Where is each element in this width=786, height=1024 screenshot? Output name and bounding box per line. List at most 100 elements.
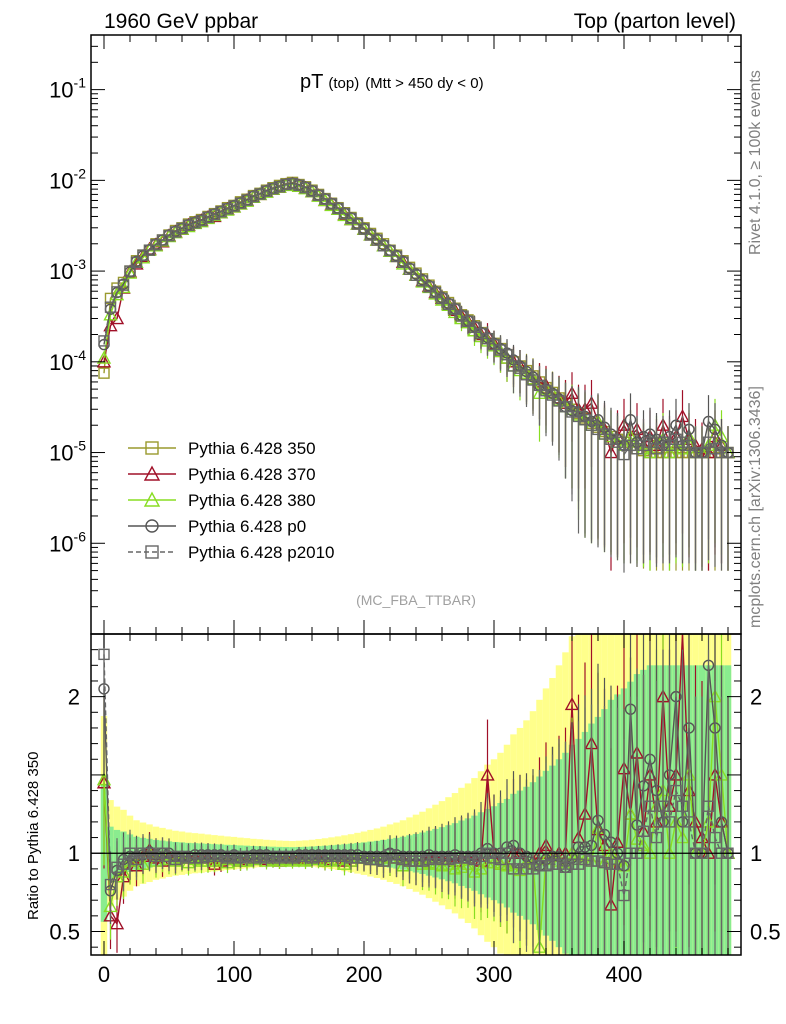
data-point	[109, 311, 125, 325]
ratio-point	[377, 855, 390, 867]
data-point	[468, 321, 481, 334]
data-point	[208, 208, 221, 221]
ratio-point	[241, 850, 253, 863]
data-point	[122, 265, 138, 279]
series-0	[98, 176, 734, 571]
data-point	[163, 230, 175, 242]
data-point	[618, 448, 630, 461]
ratio-point	[514, 856, 526, 869]
data-point	[657, 436, 669, 448]
ratio-point	[637, 825, 650, 837]
data-point	[189, 217, 201, 229]
ratio-point	[130, 853, 143, 866]
ratio-point	[657, 800, 669, 812]
ratio-ylabel: Ratio to Pythia 6.428 350	[25, 752, 42, 920]
data-point	[117, 279, 130, 291]
ratio-point	[475, 850, 487, 863]
ratio-point	[579, 853, 591, 866]
side-label-mcplots: mcplots.cern.ch [arXiv:1306.3436]	[747, 386, 764, 628]
legend-label: Pythia 6.428 350	[188, 439, 316, 458]
legend-marker	[145, 545, 159, 559]
y-tick-label: 10-1	[49, 75, 86, 103]
ratio-tick-label-left: 1	[68, 841, 80, 866]
legend-label: Pythia 6.428 380	[188, 491, 316, 510]
plot-title-sub: (top)	[328, 75, 359, 92]
legend-label: Pythia 6.428 370	[188, 465, 316, 484]
ratio-point	[371, 853, 383, 866]
data-point	[689, 446, 702, 459]
header-right: Top (parton level)	[574, 10, 736, 33]
legend-item: Pythia 6.428 380	[128, 491, 316, 510]
ratio-point	[559, 861, 572, 874]
data-point	[130, 256, 143, 268]
ratio-tick-label-right: 2	[750, 685, 762, 710]
data-point	[605, 433, 617, 445]
ratio-point	[480, 767, 495, 781]
ratio-point	[553, 858, 565, 870]
x-tick-label: 0	[98, 962, 110, 987]
plot-title: pT (top) (Mtt > 450 dy < 0)	[300, 71, 484, 93]
side-label-rivet: Rivet 4.1.0, ≥ 100k events	[747, 70, 764, 255]
ratio-point	[527, 863, 539, 875]
ratio-tick-label-right: 1	[750, 841, 762, 866]
data-point	[280, 178, 292, 191]
ratio-point	[215, 850, 227, 863]
data-point	[384, 244, 396, 257]
data-point	[260, 185, 273, 197]
data-point	[241, 194, 253, 206]
series-3	[98, 177, 734, 571]
ratio-point	[111, 861, 123, 874]
ratio-point	[397, 853, 409, 866]
ratio-point	[670, 784, 682, 797]
data-point	[286, 177, 299, 190]
ratio-tick-label-left: 0.5	[49, 920, 80, 945]
ratio-point	[605, 858, 617, 870]
data-point	[702, 436, 715, 448]
data-point	[416, 275, 429, 287]
data-point	[247, 191, 260, 203]
data-point	[546, 389, 559, 401]
ratio-point	[319, 850, 331, 863]
y-tick-label: 10-4	[49, 347, 86, 375]
data-point	[624, 439, 637, 452]
data-point	[215, 206, 227, 218]
data-point	[631, 443, 643, 455]
x-tick-label: 300	[476, 962, 513, 987]
x-tick-label: 200	[346, 962, 383, 987]
legend-marker	[145, 519, 159, 533]
legend-marker	[145, 441, 159, 455]
data-point	[306, 185, 318, 197]
data-point	[403, 263, 416, 275]
ratio-point	[104, 878, 117, 891]
ratio-point	[410, 855, 422, 867]
legend-marker	[143, 491, 161, 507]
data-point	[299, 181, 312, 194]
y-tick-label: 10-2	[49, 165, 86, 193]
data-point	[98, 335, 110, 347]
plot-title-cond: (Mtt > 450 dy < 0)	[365, 75, 483, 92]
data-point	[273, 181, 286, 193]
ratio-point	[683, 816, 695, 828]
data-point	[507, 360, 520, 372]
ratio-point	[585, 855, 598, 867]
data-point	[676, 436, 689, 448]
data-point	[358, 223, 370, 235]
ratio-point	[384, 849, 396, 861]
data-point	[293, 179, 305, 192]
ratio-point	[650, 831, 663, 844]
data-point	[715, 446, 728, 459]
ratio-point	[208, 850, 221, 863]
data-point	[98, 367, 110, 379]
ratio-point	[663, 816, 676, 828]
data-point	[449, 303, 461, 315]
ratio-point	[442, 853, 455, 866]
ratio-point	[163, 850, 175, 863]
ratio-point	[332, 850, 344, 863]
ratio-point	[468, 853, 481, 866]
ratio-point	[202, 850, 214, 863]
legend: Pythia 6.428 350 Pythia 6.428 370 Pythia 6…	[128, 439, 335, 562]
y-tick-label: 10-5	[49, 438, 86, 466]
ratio-point	[150, 850, 162, 863]
ratio-point	[494, 853, 507, 866]
x-tick-label: 100	[216, 962, 253, 987]
